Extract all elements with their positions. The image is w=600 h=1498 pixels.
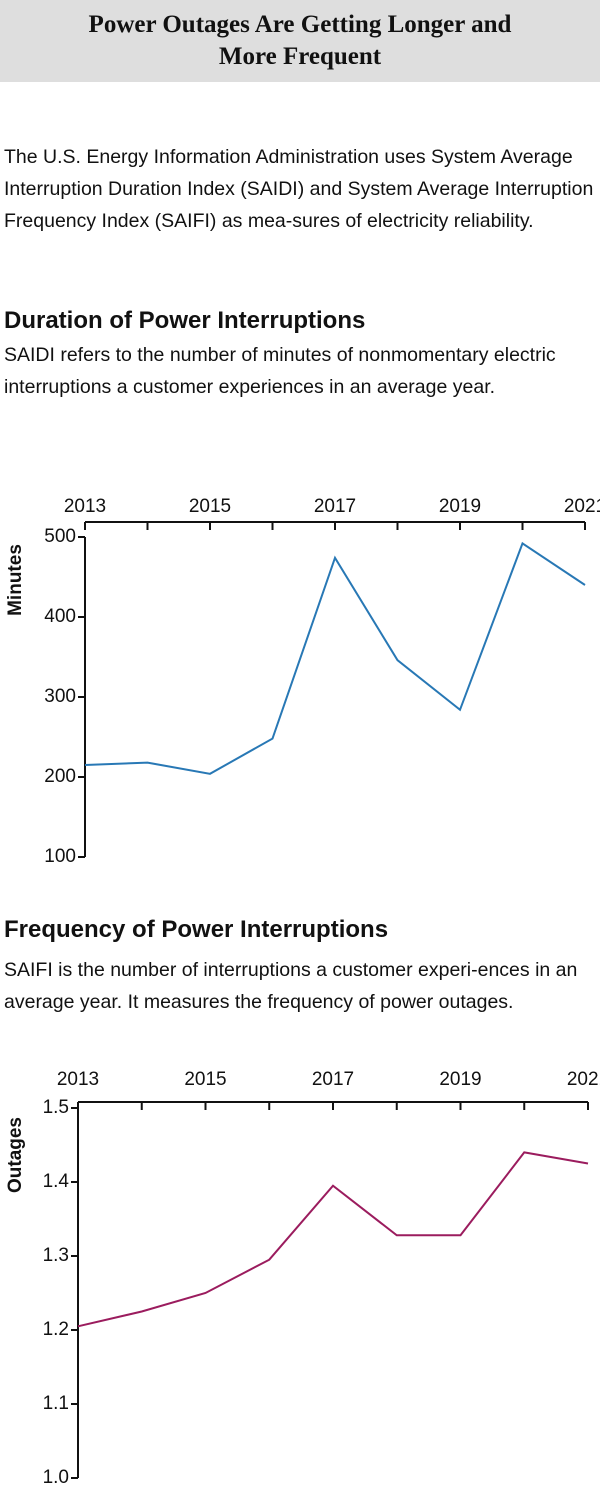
y-tick-label: 1.5 xyxy=(43,1097,69,1118)
x-tick-label: 2017 xyxy=(314,496,356,517)
y-tick-label: 1.4 xyxy=(43,1171,70,1192)
y-tick-label: 300 xyxy=(44,686,76,707)
data-line xyxy=(84,541,586,775)
y-tick-label: 1.3 xyxy=(43,1245,69,1266)
header: Power Outages Are Getting Longer and Mor… xyxy=(0,0,600,82)
y-axis-label: Outages xyxy=(5,1117,26,1193)
y-tick-label: 1.2 xyxy=(43,1319,69,1340)
x-tick-label: 2013 xyxy=(64,496,106,517)
y-axis-label: Minutes xyxy=(5,544,26,616)
x-tick-label: 2019 xyxy=(439,496,481,517)
y-tick-label: 100 xyxy=(44,846,76,867)
chart-subtitle: SAIFI is the number of interruptions a c… xyxy=(4,959,578,1013)
x-tick-label: 2019 xyxy=(439,1069,481,1090)
intro: The U.S. Energy Information Administrati… xyxy=(4,146,594,232)
x-tick-label: 2015 xyxy=(184,1069,226,1090)
data-line xyxy=(77,1151,589,1328)
y-tick-label: 1.0 xyxy=(43,1467,69,1488)
x-tick-label: 2017 xyxy=(312,1069,354,1090)
chart-title: Duration of Power Interruptions xyxy=(4,307,366,334)
page-title: Power Outages Are Getting Longer and Mor… xyxy=(88,11,512,70)
x-tick-label: 2015 xyxy=(189,496,231,517)
y-tick-label: 500 xyxy=(44,526,76,547)
y-tick-label: 1.1 xyxy=(43,1393,69,1414)
y-tick-label: 200 xyxy=(44,766,76,787)
y-tick-label: 400 xyxy=(44,606,76,627)
chart-subtitle: SAIDI refers to the number of minutes of… xyxy=(4,344,556,398)
x-tick-label: 2013 xyxy=(57,1069,99,1090)
chart-title: Frequency of Power Interruptions xyxy=(4,916,389,943)
